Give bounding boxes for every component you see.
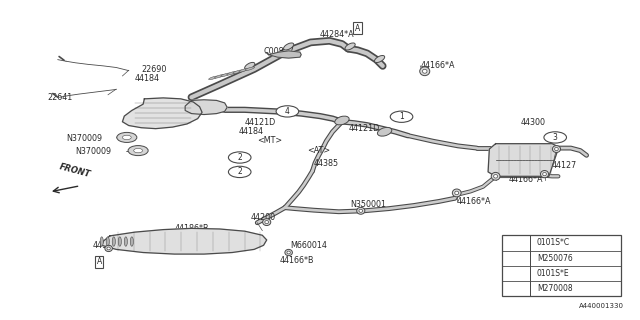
Text: 44121D: 44121D [244,118,276,127]
Ellipse shape [245,67,255,70]
Ellipse shape [214,75,224,78]
Ellipse shape [540,171,548,178]
Text: A: A [355,24,360,33]
Ellipse shape [107,247,110,250]
Ellipse shape [356,207,365,214]
Ellipse shape [287,251,291,254]
Text: N350001: N350001 [350,200,386,209]
Text: 44166*A: 44166*A [508,175,543,184]
Text: 44184: 44184 [135,74,160,83]
Ellipse shape [209,76,218,80]
Text: M270008: M270008 [537,284,572,293]
Circle shape [228,166,251,178]
Ellipse shape [106,237,109,246]
Circle shape [122,135,131,140]
Circle shape [505,253,525,263]
Text: C00827: C00827 [264,47,294,56]
Polygon shape [267,51,301,58]
Circle shape [505,284,525,294]
Ellipse shape [100,237,103,246]
Circle shape [505,268,525,278]
Ellipse shape [221,73,230,76]
Text: 2: 2 [513,255,517,261]
Circle shape [116,132,137,142]
Text: 22690: 22690 [141,65,166,74]
Ellipse shape [262,219,271,226]
Ellipse shape [265,220,269,224]
Text: 44184: 44184 [239,127,264,136]
Text: 44284*A: 44284*A [320,30,355,39]
Text: 22641: 22641 [47,93,72,102]
Ellipse shape [455,191,459,195]
Text: N370009: N370009 [76,147,111,156]
Ellipse shape [227,71,236,75]
FancyBboxPatch shape [502,235,621,296]
Text: 0101S*E: 0101S*E [537,269,570,278]
Circle shape [544,132,566,143]
Text: 2: 2 [237,167,242,176]
Text: 4: 4 [285,107,290,116]
Text: M660014: M660014 [291,241,328,250]
Text: 44300: 44300 [521,118,546,127]
Text: A440001330: A440001330 [579,303,624,309]
Ellipse shape [105,245,113,252]
Text: 44121D: 44121D [348,124,380,133]
Ellipse shape [420,67,430,76]
Ellipse shape [422,69,427,73]
Ellipse shape [493,174,497,178]
Text: 3: 3 [513,270,517,276]
Ellipse shape [374,55,385,62]
Ellipse shape [359,209,363,212]
Text: N370009: N370009 [66,134,102,143]
Circle shape [228,152,251,163]
Text: 44166*A: 44166*A [457,197,492,206]
Text: A: A [97,257,102,267]
Ellipse shape [543,172,547,176]
Polygon shape [488,144,559,176]
Ellipse shape [118,237,122,246]
Polygon shape [122,98,202,129]
Text: <MT>: <MT> [257,136,282,145]
Ellipse shape [131,237,133,246]
Text: 1: 1 [399,112,404,121]
Ellipse shape [378,127,392,136]
Ellipse shape [239,68,248,72]
Text: 44166*A: 44166*A [420,61,455,70]
Ellipse shape [335,116,349,125]
Ellipse shape [124,237,127,246]
Ellipse shape [345,43,355,50]
Text: 44127: 44127 [552,161,577,170]
Ellipse shape [284,43,294,50]
Text: 4: 4 [513,286,517,292]
Text: 2: 2 [237,153,242,162]
Ellipse shape [112,237,115,246]
Ellipse shape [552,146,561,152]
Ellipse shape [285,249,292,256]
Text: <AT>: <AT> [307,146,331,155]
Ellipse shape [555,148,558,151]
Ellipse shape [452,189,461,197]
Text: 1: 1 [513,240,517,246]
Text: FRONT: FRONT [59,163,92,180]
Text: 44186*B: 44186*B [175,224,209,233]
Ellipse shape [492,172,500,180]
Text: 0101S*C: 0101S*C [537,238,570,247]
Text: 44156: 44156 [93,241,118,250]
Text: 44166*B: 44166*B [280,256,314,266]
Text: 44385: 44385 [314,159,339,168]
Ellipse shape [233,70,243,74]
Circle shape [276,106,299,117]
Text: 3: 3 [553,133,557,142]
Text: M250076: M250076 [537,254,573,263]
Circle shape [134,148,143,153]
Circle shape [505,238,525,248]
Circle shape [128,146,148,156]
Circle shape [390,111,413,122]
Text: 44200: 44200 [251,212,276,221]
Polygon shape [102,228,267,254]
Polygon shape [185,100,227,115]
Ellipse shape [244,62,255,69]
